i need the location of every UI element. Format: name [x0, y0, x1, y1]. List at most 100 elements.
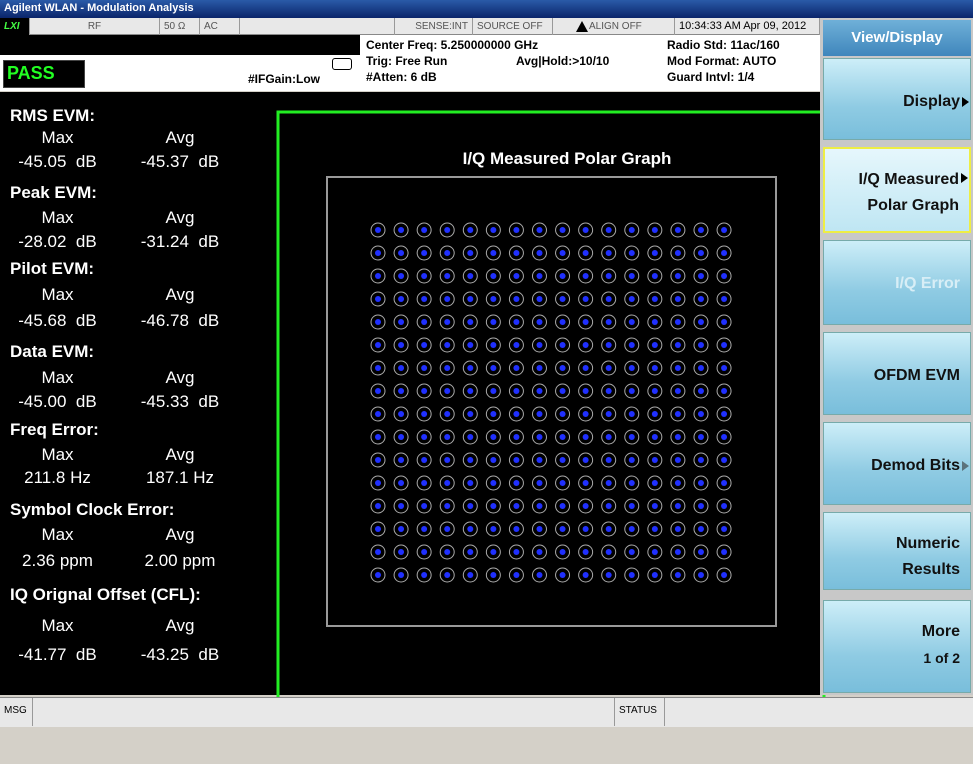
- symbol-point: [374, 480, 381, 486]
- symbol-ring: [485, 498, 501, 514]
- max-value: 2.36 ppm: [22, 551, 93, 570]
- symbol-ring: [601, 452, 617, 468]
- symbol-point: [374, 227, 381, 233]
- constellation: [370, 222, 732, 583]
- symbol-ring: [370, 567, 386, 583]
- softkey[interactable]: Demod Bits: [823, 422, 971, 505]
- symbol-point: [605, 365, 612, 371]
- softkey[interactable]: Numeric Results: [823, 512, 971, 590]
- softkey[interactable]: I/Q Error: [823, 240, 971, 325]
- symbol-ring: [578, 406, 594, 422]
- blank: [240, 18, 395, 35]
- symbol-ring: [647, 452, 663, 468]
- symbol-ring: [670, 452, 686, 468]
- symbol-point: [720, 273, 727, 279]
- symbol-point: [467, 250, 474, 256]
- symbol-point: [697, 457, 704, 463]
- symbol-ring: [670, 429, 686, 445]
- symbol-point: [559, 526, 566, 532]
- metrics-panel: RMS EVM: Max Avg -45.05 dB -45.37 dB Peak EVM…: [0, 92, 263, 695]
- symbol-point: [536, 273, 543, 279]
- symbol-ring: [578, 222, 594, 238]
- symbol-ring: [716, 222, 732, 238]
- symbol-ring: [554, 314, 570, 330]
- symbol-point: [536, 296, 543, 302]
- symbol-point: [421, 572, 428, 578]
- max-header: Max: [41, 616, 74, 635]
- symbol-ring: [462, 521, 478, 537]
- symbol-point: [651, 503, 658, 509]
- symbol-ring: [693, 498, 709, 514]
- sense: SENSE:INT: [395, 18, 473, 35]
- softkey-label: I/Q Measured: [858, 171, 959, 188]
- input: RF: [30, 18, 160, 35]
- symbol-point: [697, 549, 704, 555]
- symbol-ring: [670, 406, 686, 422]
- symbol-point: [674, 365, 681, 371]
- symbol-point: [605, 572, 612, 578]
- symbol-ring: [439, 452, 455, 468]
- symbol-point: [536, 503, 543, 509]
- symbol-point: [697, 526, 704, 532]
- symbol-ring: [508, 222, 524, 238]
- symbol-point: [674, 526, 681, 532]
- symbol-ring: [462, 406, 478, 422]
- symbol-point: [651, 296, 658, 302]
- symbol-ring: [462, 314, 478, 330]
- symbol-point: [444, 273, 451, 279]
- symbol-ring: [508, 429, 524, 445]
- symbol-ring: [485, 337, 501, 353]
- symbol-ring: [416, 521, 432, 537]
- symbol-point: [628, 457, 635, 463]
- avg-value: -45.33 dB: [140, 392, 220, 411]
- symbol-point: [374, 388, 381, 394]
- softkey-label: Numeric: [895, 535, 960, 552]
- symbol-point: [513, 342, 520, 348]
- title-bar: Agilent WLAN - Modulation Analysis: [0, 0, 973, 18]
- symbol-ring: [554, 245, 570, 261]
- graph-title: I/Q Measured Polar Graph: [463, 149, 672, 168]
- softkey[interactable]: OFDM EVM: [823, 332, 971, 415]
- symbol-point: [397, 365, 404, 371]
- symbol-ring: [416, 268, 432, 284]
- symbol-ring: [416, 498, 432, 514]
- symbol-ring: [578, 521, 594, 537]
- symbol-point: [513, 434, 520, 440]
- symbol-ring: [578, 291, 594, 307]
- symbol-point: [421, 411, 428, 417]
- symbol-point: [605, 526, 612, 532]
- symbol-ring: [416, 337, 432, 353]
- symbol-point: [467, 365, 474, 371]
- symbol-ring: [508, 567, 524, 583]
- symbol-point: [559, 411, 566, 417]
- symbol-ring: [485, 222, 501, 238]
- symbol-point: [374, 411, 381, 417]
- symbol-point: [605, 434, 612, 440]
- symbol-point: [397, 572, 404, 578]
- softkey[interactable]: More 1 of 2: [823, 600, 971, 693]
- symbol-ring: [554, 498, 570, 514]
- symbol-point: [536, 227, 543, 233]
- symbol-point: [674, 273, 681, 279]
- metric-label: Freq Error:: [10, 420, 99, 439]
- symbol-ring: [393, 383, 409, 399]
- symbol-point: [720, 319, 727, 325]
- symbol-point: [697, 342, 704, 348]
- softkey-arrow: [961, 173, 968, 183]
- softkey[interactable]: Display: [823, 58, 971, 140]
- symbol-ring: [393, 521, 409, 537]
- symbol-point: [397, 342, 404, 348]
- symbol-point: [444, 480, 451, 486]
- symbol-point: [490, 250, 497, 256]
- symbol-ring: [624, 291, 640, 307]
- symbol-ring: [624, 406, 640, 422]
- symbol-point: [559, 388, 566, 394]
- symbol-ring: [578, 544, 594, 560]
- symbol-ring: [508, 337, 524, 353]
- symbol-point: [720, 503, 727, 509]
- symbol-ring: [370, 406, 386, 422]
- softkey-label: Display: [903, 93, 960, 110]
- softkey[interactable]: I/Q Measured Polar Graph: [823, 147, 971, 233]
- symbol-ring: [462, 222, 478, 238]
- symbol-ring: [693, 475, 709, 491]
